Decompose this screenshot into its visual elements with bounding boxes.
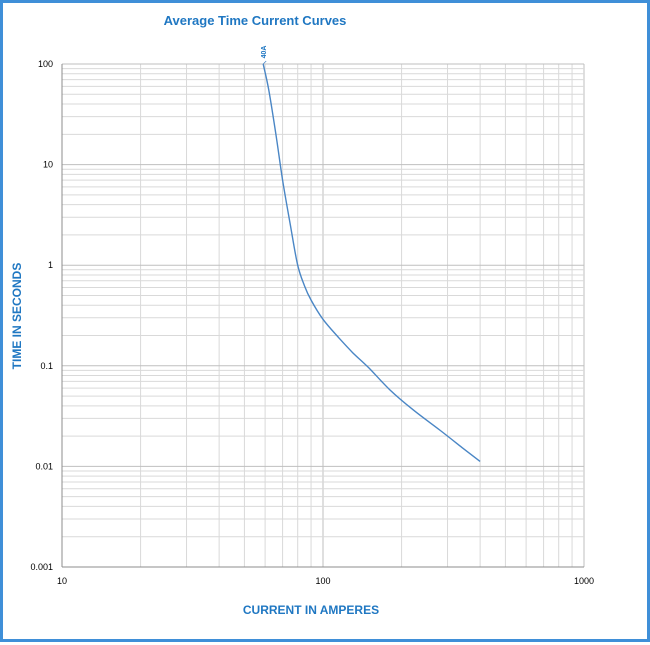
x-tick-label: 100 (315, 576, 330, 586)
y-tick-label: 0.01 (35, 461, 53, 471)
series-layer: 40A (261, 46, 481, 462)
y-tick-label: 1 (48, 260, 53, 270)
axes (61, 64, 584, 568)
y-tick-label: 0.001 (30, 562, 53, 572)
y-tick-label: 10 (43, 160, 53, 170)
y-axis-title: TIME IN SECONDS (10, 263, 24, 370)
labels-layer: Average Time Current Curves CURRENT IN A… (10, 13, 379, 617)
x-tick-label: 1000 (574, 576, 594, 586)
tick-labels: 10 100 1000 0.001 0.01 0.1 1 10 100 (30, 59, 594, 586)
chart-title: Average Time Current Curves (164, 13, 347, 28)
y-tick-label: 100 (38, 59, 53, 69)
time-current-chart: 40A Average Time Current Curves CURRENT … (10, 13, 594, 617)
y-tick-label: 0.1 (40, 361, 53, 371)
x-tick-label: 10 (57, 576, 67, 586)
series-line-40a (262, 63, 481, 462)
series-label: 40A (261, 46, 268, 59)
x-axis-title: CURRENT IN AMPERES (243, 603, 379, 617)
grid (61, 63, 585, 568)
series-label-leader (262, 60, 267, 65)
